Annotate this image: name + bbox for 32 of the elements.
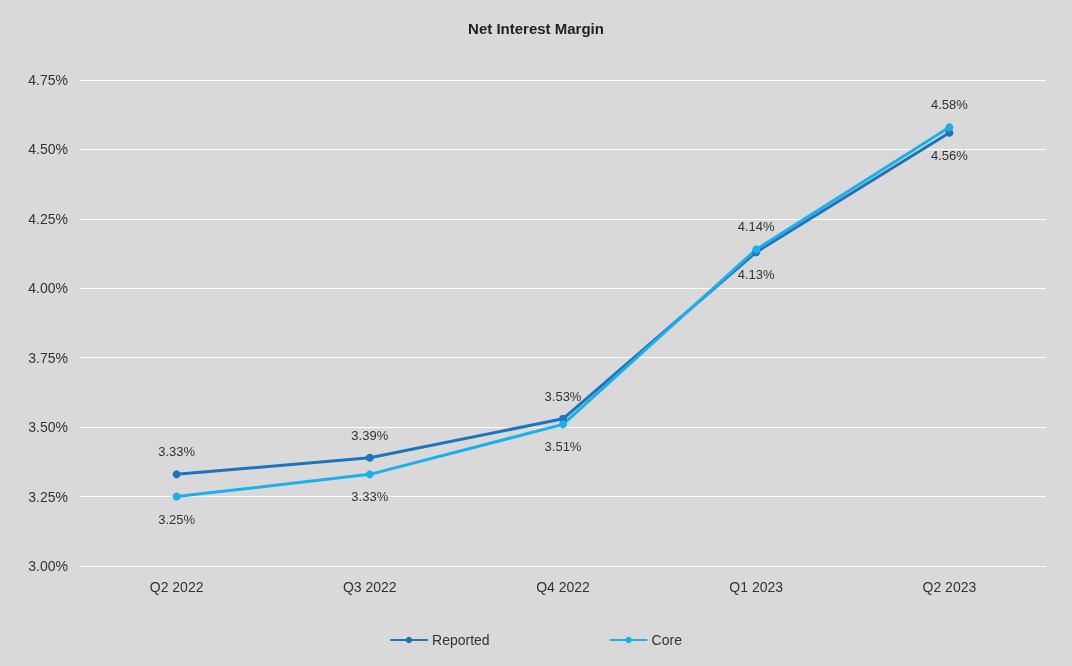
- y-tick-label: 3.00%: [28, 558, 68, 574]
- y-tick-label: 4.25%: [28, 210, 68, 227]
- data-label: 4.58%: [930, 97, 969, 113]
- y-tick-label: 4.75%: [28, 72, 68, 88]
- legend-label: Reported: [432, 632, 490, 648]
- y-tick-label: 4.00%: [28, 280, 68, 297]
- data-label: 3.25%: [158, 511, 196, 527]
- data-label: 4.56%: [930, 147, 969, 163]
- point: [365, 470, 374, 479]
- data-label: 3.39%: [351, 427, 389, 443]
- x-tick-label: Q1 2023: [729, 579, 784, 595]
- x-tick-label: Q3 2022: [342, 579, 397, 595]
- point: [559, 420, 567, 429]
- data-label: 4.13%: [737, 267, 776, 283]
- y-tick-label: 3.50%: [28, 419, 68, 436]
- data-label: 3.51%: [544, 439, 582, 455]
- x-tick-label: Q4 2022: [536, 579, 591, 595]
- point: [365, 453, 374, 462]
- y-tick-label: 3.75%: [28, 349, 68, 366]
- data-label: 3.53%: [544, 388, 582, 404]
- data-label: 3.33%: [351, 489, 389, 505]
- x-tick-label: Q2 2022: [149, 579, 204, 595]
- point: [945, 123, 954, 132]
- point: [172, 470, 181, 479]
- chart-title: Net Interest Margin: [468, 20, 604, 37]
- legend-label: Core: [651, 632, 683, 648]
- y-tick-label: 3.25%: [28, 488, 68, 505]
- point: [172, 492, 181, 501]
- data-label: 4.14%: [737, 219, 776, 235]
- x-tick-label: Q2 2023: [922, 579, 977, 595]
- y-tick-label: 4.50%: [28, 141, 68, 158]
- data-label: 3.33%: [158, 444, 196, 460]
